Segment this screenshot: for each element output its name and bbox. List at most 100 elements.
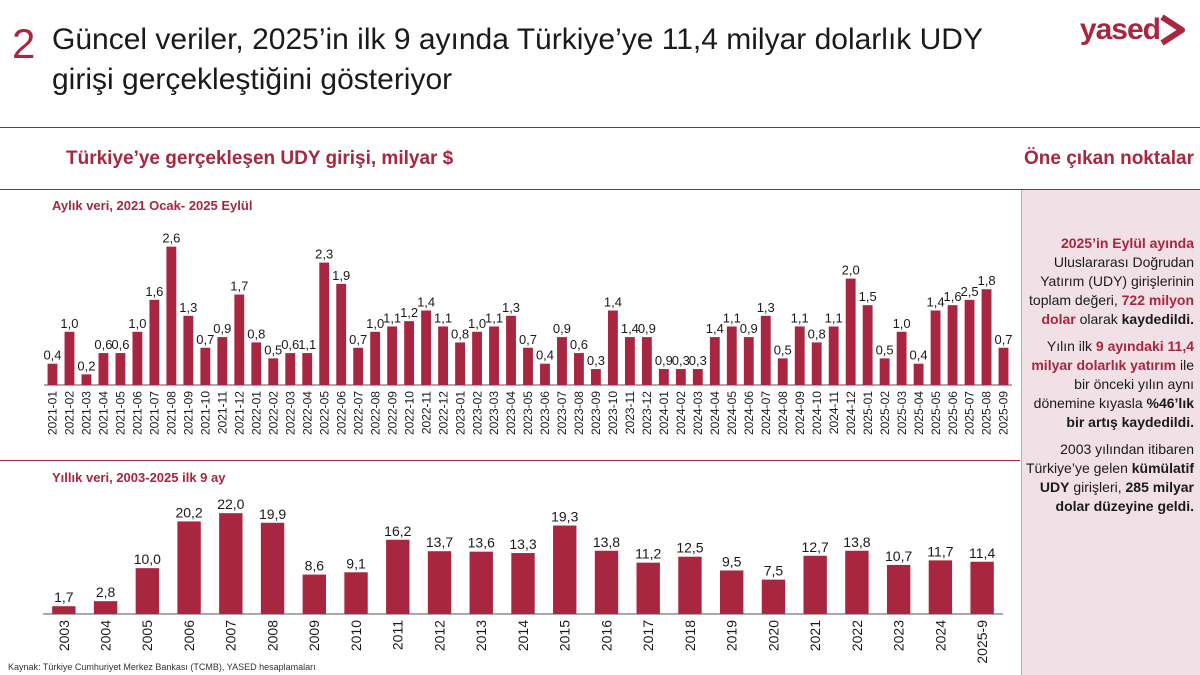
bar bbox=[930, 310, 941, 385]
bar bbox=[692, 369, 703, 385]
x-tick-label: 2023-03 bbox=[487, 391, 501, 435]
x-tick-label: 2021-04 bbox=[97, 391, 111, 435]
bar bbox=[455, 342, 465, 385]
data-label: 11,4 bbox=[969, 545, 995, 561]
x-tick-label: 2022-08 bbox=[368, 391, 382, 435]
data-label: 2,5 bbox=[961, 284, 979, 299]
bar bbox=[607, 310, 618, 385]
bar bbox=[302, 353, 313, 385]
data-label: 0,9 bbox=[655, 353, 673, 368]
bar bbox=[913, 363, 924, 385]
x-tick-label: 2024-09 bbox=[793, 391, 807, 435]
data-label: 1,4 bbox=[927, 295, 945, 310]
bar bbox=[540, 363, 550, 385]
bar bbox=[862, 305, 873, 385]
data-label: 7,5 bbox=[764, 563, 784, 579]
bar bbox=[489, 326, 499, 385]
x-tick-label: 2021 bbox=[807, 620, 823, 651]
data-label: 0,4 bbox=[43, 348, 61, 363]
x-tick-label: 2025-06 bbox=[946, 391, 960, 435]
data-label: 0,8 bbox=[451, 326, 469, 341]
bar bbox=[302, 574, 326, 614]
bar bbox=[981, 289, 992, 385]
bar bbox=[720, 570, 744, 614]
data-label: 1,4 bbox=[706, 321, 724, 336]
highlight-1: 2025’in Eylül ayında Uluslararası Doğrud… bbox=[1029, 235, 1194, 327]
data-label: 0,8 bbox=[247, 326, 265, 341]
x-tick-label: 2022-02 bbox=[266, 391, 280, 435]
data-label: 22,0 bbox=[217, 496, 244, 512]
x-tick-label: 2014 bbox=[515, 620, 531, 651]
x-tick-label: 2023-09 bbox=[589, 391, 603, 435]
bar bbox=[726, 326, 737, 385]
data-label: 20,2 bbox=[175, 504, 202, 520]
x-tick-label: 2022-09 bbox=[385, 391, 399, 435]
x-tick-label: 2024-12 bbox=[844, 391, 858, 435]
data-label: 2,8 bbox=[96, 584, 116, 600]
data-label: 1,0 bbox=[893, 316, 911, 331]
annual-bar-chart: 1,7 2003 2,8 2004 10,0 2005 20,2 2006 22,0 2007 19… bbox=[43, 496, 1003, 664]
bar bbox=[52, 606, 76, 614]
bar bbox=[928, 560, 953, 614]
data-label: 1,0 bbox=[128, 316, 146, 331]
data-label: 0,2 bbox=[77, 358, 95, 373]
x-tick-label: 2021-01 bbox=[46, 391, 60, 435]
bar bbox=[469, 551, 493, 614]
x-tick-label: 2015 bbox=[557, 620, 573, 651]
x-tick-label: 2012 bbox=[431, 620, 447, 651]
data-label: 0,5 bbox=[264, 342, 282, 357]
bar bbox=[98, 353, 109, 385]
bar bbox=[678, 556, 702, 614]
x-tick-label: 2023-01 bbox=[453, 391, 467, 435]
x-tick-label: 2025-07 bbox=[963, 391, 977, 435]
bar bbox=[591, 369, 601, 385]
x-tick-label: 2024 bbox=[932, 620, 948, 651]
bar bbox=[845, 550, 869, 614]
x-tick-label: 2006 bbox=[181, 620, 197, 651]
data-label: 0,6 bbox=[94, 337, 112, 352]
bar bbox=[132, 331, 143, 385]
x-tick-label: 2025-08 bbox=[980, 391, 994, 435]
data-label: 1,5 bbox=[859, 289, 877, 304]
data-label: 1,0 bbox=[366, 316, 384, 331]
yased-logo: yased bbox=[1080, 10, 1186, 50]
bar bbox=[149, 299, 160, 385]
data-label: 9,5 bbox=[722, 553, 742, 569]
data-label: 11,7 bbox=[927, 543, 953, 559]
data-label: 1,3 bbox=[502, 300, 520, 315]
bar bbox=[81, 374, 92, 385]
x-tick-label: 2021-10 bbox=[199, 391, 213, 435]
x-tick-label: 2025-01 bbox=[861, 391, 875, 435]
data-label: 1,1 bbox=[723, 310, 741, 325]
x-tick-label: 2021-05 bbox=[114, 391, 128, 435]
bar bbox=[964, 299, 975, 385]
data-label: 13,6 bbox=[468, 535, 495, 551]
data-label: 1,7 bbox=[54, 589, 74, 605]
bar bbox=[998, 347, 1009, 385]
bar bbox=[811, 342, 822, 385]
data-label: 0,9 bbox=[213, 321, 231, 336]
x-tick-label: 2024-03 bbox=[691, 391, 705, 435]
x-tick-label: 2025-04 bbox=[912, 391, 926, 435]
data-label: 10,7 bbox=[885, 548, 912, 564]
bar bbox=[761, 579, 786, 614]
logo-text: yased bbox=[1079, 13, 1161, 46]
x-tick-label: 2021-02 bbox=[63, 391, 77, 435]
x-tick-label: 2021-12 bbox=[232, 391, 246, 435]
data-label: 1,7 bbox=[230, 279, 248, 294]
data-label: 2,6 bbox=[162, 231, 180, 246]
logo-arrow-icon bbox=[1160, 14, 1185, 46]
bar bbox=[135, 568, 160, 614]
x-tick-label: 2022-04 bbox=[300, 391, 314, 435]
bar bbox=[743, 337, 754, 385]
bar bbox=[709, 337, 720, 385]
data-label: 13,8 bbox=[843, 534, 870, 550]
x-tick-label: 2024-02 bbox=[674, 391, 688, 435]
source-note: Kaynak: Türkiye Cumhuriyet Merkez Bankas… bbox=[8, 662, 316, 672]
x-tick-label: 2010 bbox=[348, 620, 364, 651]
data-label: 1,4 bbox=[604, 295, 622, 310]
bar bbox=[427, 551, 452, 614]
x-tick-label: 2023-02 bbox=[470, 391, 484, 435]
x-tick-label: 2023-12 bbox=[640, 391, 654, 435]
x-tick-label: 2016 bbox=[598, 620, 614, 651]
